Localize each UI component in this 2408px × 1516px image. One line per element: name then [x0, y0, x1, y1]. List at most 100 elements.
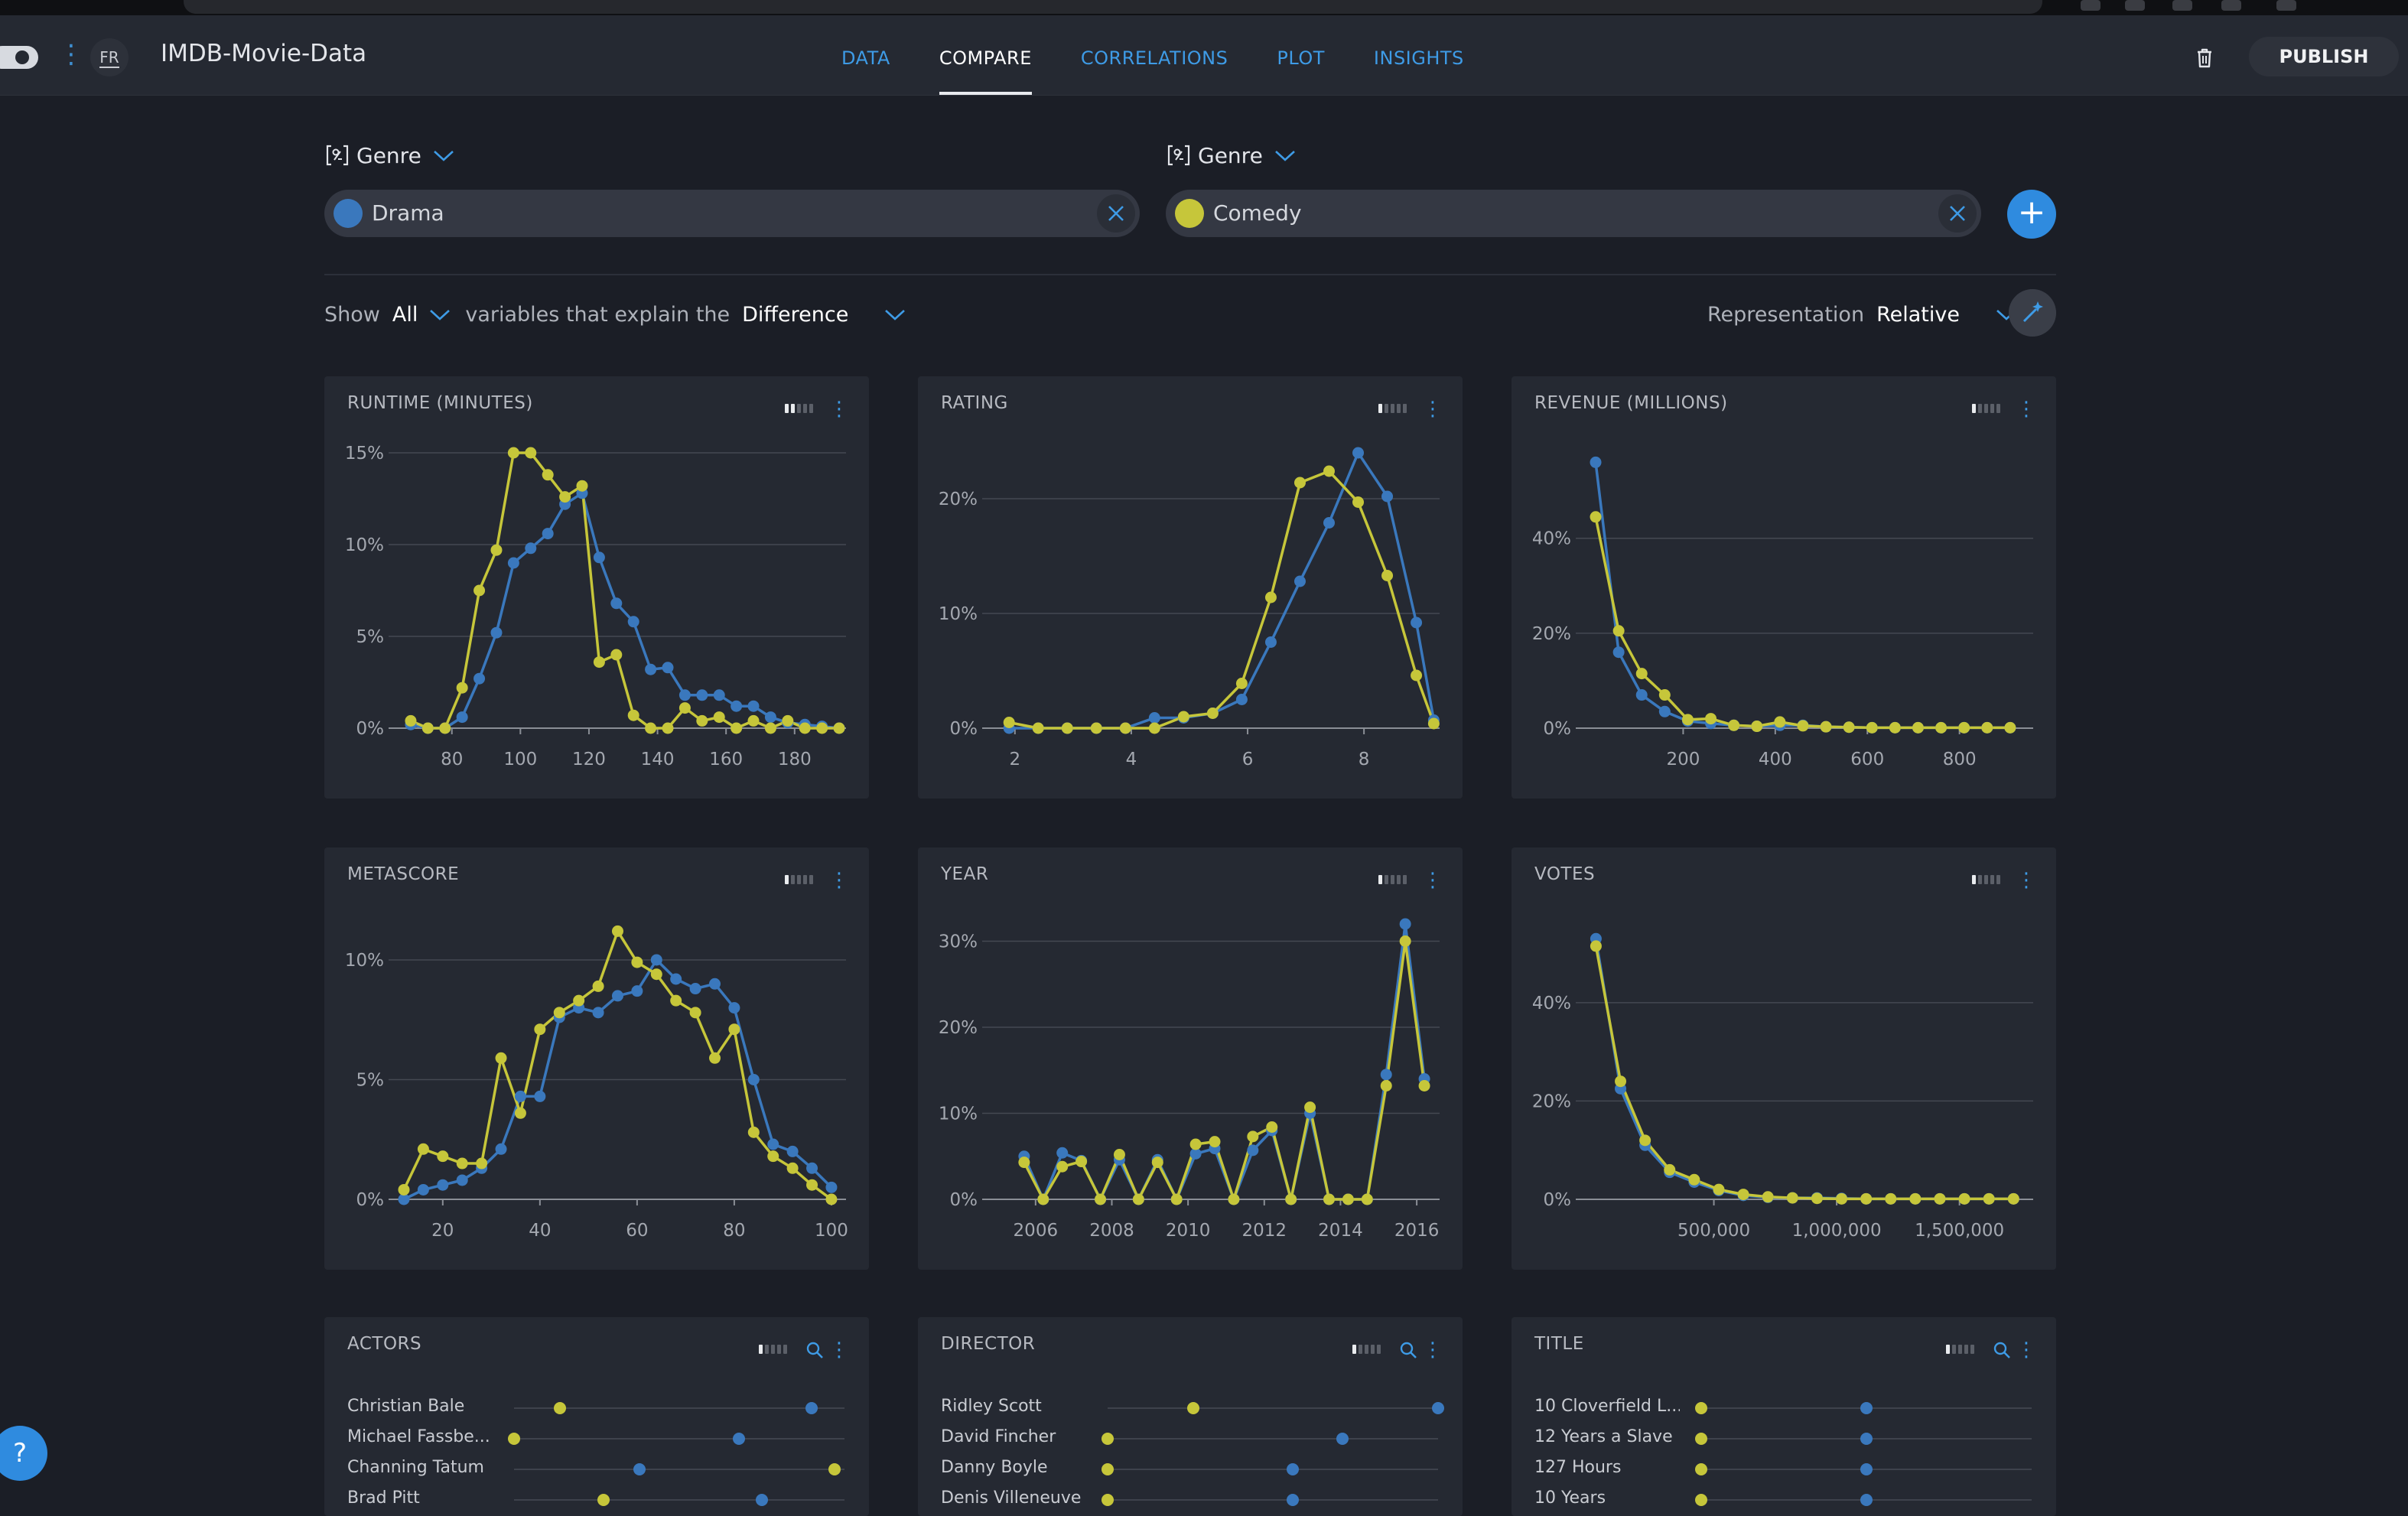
data-point-comedy[interactable] — [1909, 1192, 1922, 1205]
data-point-comedy[interactable] — [1889, 721, 1901, 734]
data-point-comedy[interactable] — [767, 1150, 779, 1163]
data-point-comedy[interactable] — [421, 722, 434, 734]
data-point-comedy[interactable] — [1177, 711, 1189, 723]
data-point-drama[interactable] — [747, 700, 760, 712]
data-point-drama[interactable] — [696, 689, 708, 701]
data-point-comedy[interactable] — [525, 447, 537, 459]
rank-dot-drama[interactable] — [1860, 1463, 1873, 1475]
data-point-drama[interactable] — [417, 1183, 429, 1196]
data-point-comedy[interactable] — [1119, 722, 1131, 734]
more-vertical-icon[interactable]: ⋮ — [1423, 1339, 1443, 1361]
app-logo-icon[interactable] — [0, 43, 38, 72]
data-point-comedy[interactable] — [1860, 1192, 1873, 1205]
data-point-drama[interactable] — [713, 689, 725, 701]
more-vertical-icon[interactable]: ⋮ — [2016, 1339, 2036, 1361]
data-point-drama[interactable] — [1658, 705, 1671, 717]
data-point-drama[interactable] — [1148, 712, 1160, 724]
more-vertical-icon[interactable]: ⋮ — [829, 1339, 849, 1361]
rank-label[interactable]: Michael Fassbe... — [347, 1427, 490, 1446]
left-variable-select[interactable]: Genre — [324, 142, 461, 168]
data-point-comedy[interactable] — [1681, 714, 1694, 726]
data-point-comedy[interactable] — [507, 447, 519, 459]
data-point-comedy[interactable] — [1811, 1192, 1823, 1205]
data-point-comedy[interactable] — [1705, 713, 1717, 725]
data-point-comedy[interactable] — [610, 649, 623, 661]
data-point-comedy[interactable] — [1293, 477, 1306, 489]
data-point-drama[interactable] — [525, 542, 537, 555]
rank-label[interactable]: 10 Cloverfield L... — [1534, 1397, 1680, 1416]
data-point-drama[interactable] — [1247, 1144, 1259, 1157]
data-point-comedy[interactable] — [1737, 1189, 1749, 1201]
extension-icon[interactable] — [2081, 0, 2100, 11]
explain-select[interactable]: Difference — [742, 302, 849, 327]
data-point-drama[interactable] — [1293, 575, 1306, 587]
data-point-comedy[interactable] — [670, 994, 682, 1007]
magic-wand-icon[interactable] — [2009, 289, 2056, 337]
close-icon[interactable] — [1938, 194, 1977, 233]
data-point-drama[interactable] — [1056, 1147, 1069, 1159]
data-point-comedy[interactable] — [1399, 935, 1411, 947]
data-point-drama[interactable] — [1590, 456, 1602, 468]
data-point-comedy[interactable] — [786, 1162, 799, 1174]
data-point-drama[interactable] — [689, 983, 701, 995]
data-point-drama[interactable] — [825, 1181, 838, 1193]
rank-dot-drama[interactable] — [756, 1494, 768, 1506]
data-point-comedy[interactable] — [1264, 591, 1277, 603]
data-point-comedy[interactable] — [405, 714, 417, 727]
data-point-drama[interactable] — [786, 1145, 799, 1157]
data-point-comedy[interactable] — [689, 1007, 701, 1019]
data-point-comedy[interactable] — [1380, 1080, 1392, 1091]
rank-label[interactable]: Christian Bale — [347, 1397, 465, 1416]
data-point-comedy[interactable] — [2004, 721, 2016, 734]
data-point-drama[interactable] — [1235, 694, 1248, 705]
data-point-drama[interactable] — [611, 990, 623, 1002]
data-point-comedy[interactable] — [1762, 1191, 1774, 1203]
data-point-drama[interactable] — [731, 700, 743, 712]
chevron-down-icon[interactable] — [428, 307, 451, 322]
data-point-drama[interactable] — [610, 597, 623, 610]
data-point-comedy[interactable] — [1266, 1121, 1278, 1133]
tab-correlations[interactable]: CORRELATIONS — [1080, 47, 1228, 69]
data-point-comedy[interactable] — [833, 722, 845, 734]
data-point-drama[interactable] — [709, 978, 721, 990]
data-point-comedy[interactable] — [713, 711, 725, 724]
data-point-comedy[interactable] — [1032, 722, 1044, 734]
data-point-drama[interactable] — [1380, 1069, 1392, 1081]
data-point-drama[interactable] — [670, 973, 682, 985]
rank-label[interactable]: Channing Tatum — [347, 1458, 484, 1477]
data-point-comedy[interactable] — [1095, 1193, 1107, 1205]
data-point-comedy[interactable] — [1170, 1193, 1183, 1205]
data-point-drama[interactable] — [1189, 1147, 1202, 1160]
data-point-comedy[interactable] — [1342, 1193, 1354, 1205]
data-point-comedy[interactable] — [1361, 1193, 1373, 1205]
rank-dot-comedy[interactable] — [1101, 1433, 1114, 1445]
tab-insights[interactable]: INSIGHTS — [1373, 47, 1464, 69]
data-point-comedy[interactable] — [799, 722, 811, 734]
data-point-comedy[interactable] — [1958, 1192, 1970, 1205]
rank-dot-drama[interactable] — [1860, 1402, 1873, 1414]
data-point-comedy[interactable] — [559, 491, 571, 503]
search-icon[interactable] — [805, 1340, 825, 1360]
more-vertical-icon[interactable]: ⋮ — [58, 39, 84, 70]
data-point-comedy[interactable] — [1228, 1193, 1240, 1205]
rank-label[interactable]: 12 Years a Slave — [1534, 1427, 1673, 1446]
data-point-comedy[interactable] — [534, 1023, 546, 1036]
data-point-comedy[interactable] — [1612, 625, 1625, 637]
rank-dot-comedy[interactable] — [1695, 1402, 1707, 1414]
rank-dot-drama[interactable] — [1286, 1463, 1299, 1475]
data-point-drama[interactable] — [662, 662, 674, 674]
data-point-comedy[interactable] — [1590, 511, 1602, 523]
data-point-drama[interactable] — [473, 672, 486, 685]
rank-dot-comedy[interactable] — [508, 1433, 520, 1445]
rank-dot-comedy[interactable] — [1187, 1402, 1200, 1414]
rank-label[interactable]: Brad Pitt — [347, 1488, 420, 1508]
data-point-drama[interactable] — [437, 1179, 449, 1191]
data-point-comedy[interactable] — [764, 722, 776, 734]
extension-icon[interactable] — [2221, 0, 2241, 11]
data-point-drama[interactable] — [728, 1002, 740, 1014]
data-point-comedy[interactable] — [437, 1150, 449, 1163]
data-point-drama[interactable] — [542, 528, 554, 540]
data-point-drama[interactable] — [507, 557, 519, 569]
data-point-comedy[interactable] — [1285, 1193, 1297, 1205]
data-point-comedy[interactable] — [1935, 721, 1948, 734]
